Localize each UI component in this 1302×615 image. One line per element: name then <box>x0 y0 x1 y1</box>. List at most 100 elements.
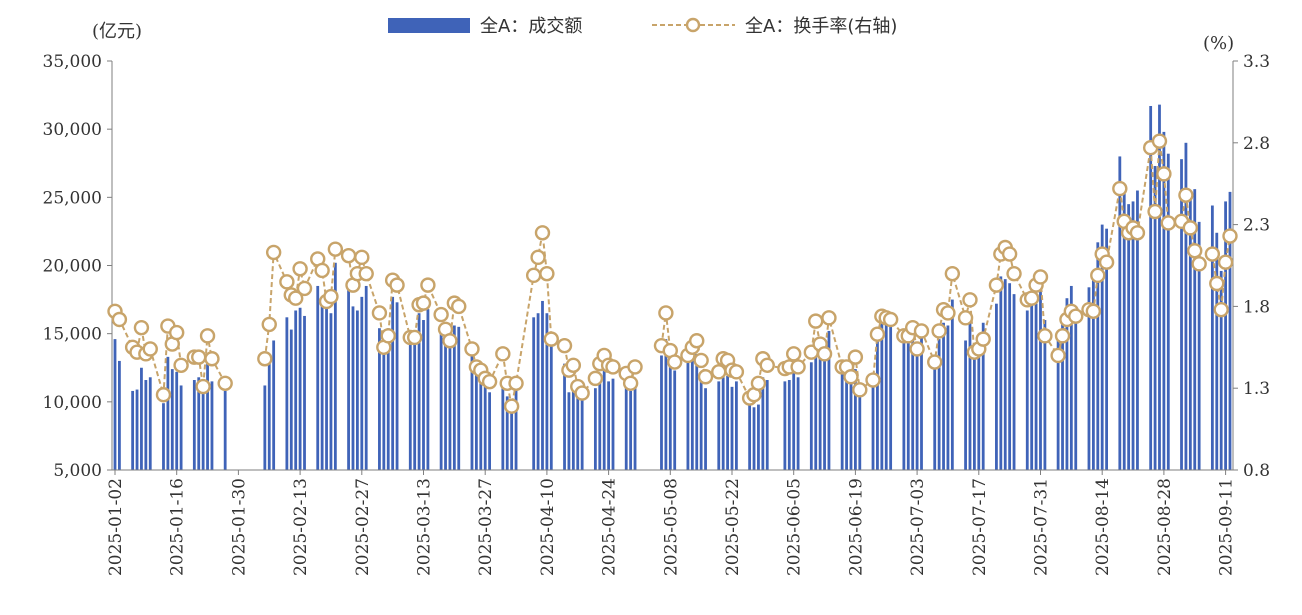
x-axis-tick-label: 2025-01-02 <box>106 478 126 576</box>
turnover-value-bar <box>920 335 923 470</box>
x-axis-tick-label: 2025-07-03 <box>908 478 928 576</box>
turnover-value-bar <box>210 381 214 470</box>
turnover-rate-point <box>882 311 899 328</box>
turnover-value-bar <box>1003 279 1007 470</box>
turnover-value-bar <box>937 339 941 470</box>
turnover-value-bar <box>902 330 906 470</box>
turnover-value-bar <box>355 310 359 470</box>
turnover-value-bar <box>267 356 271 470</box>
turnover-value-bar <box>395 302 399 470</box>
turnover-rate-point <box>689 333 705 349</box>
turnover-rate-point <box>975 331 991 347</box>
turnover-value-bar <box>514 388 518 470</box>
turnover-rate-point <box>1090 267 1106 284</box>
turnover-value-bar <box>505 396 509 470</box>
axes <box>107 60 1238 475</box>
turnover-value-bar <box>968 320 972 470</box>
turnover-rate-point <box>1187 243 1203 259</box>
turnover-rate-point <box>556 337 573 354</box>
turnover-value-bar <box>510 400 514 470</box>
x-axis-tick-label: 2025-06-05 <box>785 478 805 576</box>
turnover-rate-point <box>508 375 524 391</box>
turnover-value-bar <box>201 393 205 470</box>
turnover-value-bar <box>602 370 606 470</box>
turnover-value-bar <box>598 377 602 470</box>
turnover-rate-point <box>265 244 282 261</box>
turnover-value-bar <box>664 339 668 470</box>
turnover-rate-point <box>1068 308 1084 324</box>
turnover-value-bar <box>197 377 201 470</box>
turnover-value-bar <box>118 360 121 470</box>
turnover-value-bar <box>607 381 610 470</box>
turnover-value-bar <box>144 380 148 470</box>
turnover-rate-point <box>1112 180 1128 197</box>
turnover-value-bar <box>690 360 694 470</box>
turnover-rate-point <box>931 323 947 339</box>
turnover-value-bar <box>140 367 143 470</box>
legend-label-turnover-value: 全A：成交额 <box>480 16 582 37</box>
turnover-value-bar <box>408 341 412 470</box>
turnover-rate-point <box>503 398 520 414</box>
left-axis-tick-label: 30,000 <box>43 120 102 140</box>
turnover-value-bar <box>814 340 818 470</box>
x-axis-tick-label: 2025-04-24 <box>600 478 620 576</box>
turnover-rate-point <box>257 351 273 367</box>
turnover-value-bar <box>752 407 756 470</box>
turnover-value-bar <box>809 362 813 470</box>
turnover-value-bar <box>964 340 967 470</box>
right-axis-tick-label: 2.8 <box>1243 134 1270 154</box>
turnover-rate-point <box>1129 225 1146 241</box>
turnover-value-bar <box>668 356 672 470</box>
turnover-rate-point <box>1209 275 1225 292</box>
turnover-value-bar <box>629 390 633 470</box>
turnover-value-bar <box>735 381 738 470</box>
turnover-rate-point <box>627 359 643 375</box>
turnover-rate-point <box>1191 256 1207 272</box>
turnover-value-bar <box>1136 190 1139 470</box>
turnover-value-bar <box>1158 104 1161 470</box>
turnover-value-bar <box>488 392 491 470</box>
turnover-value-bar <box>695 354 699 470</box>
turnover-rate-point <box>1006 265 1022 282</box>
turnover-rate-point <box>314 262 330 279</box>
turnover-value-bar <box>391 296 395 470</box>
turnover-value-bar <box>906 343 910 470</box>
turnover-value-bar <box>792 363 796 470</box>
turnover-value-bar <box>624 384 628 470</box>
turnover-rate-point <box>195 378 211 395</box>
turnover-rate-point <box>199 328 216 344</box>
turnover-rate-point <box>296 280 313 297</box>
turnover-rate-point <box>728 364 745 380</box>
turnover-value-bar <box>818 351 822 470</box>
turnover-rate-point <box>323 288 339 305</box>
turnover-value-bar <box>704 388 707 470</box>
turnover-rate-point <box>327 241 344 257</box>
left-axis-unit: (亿元) <box>92 21 142 42</box>
turnover-rate-point <box>539 265 555 282</box>
turnover-value-bar <box>439 333 443 470</box>
turnover-value-bar <box>796 377 800 470</box>
turnover-value-bar <box>1131 201 1135 471</box>
turnover-value-bar <box>285 317 289 470</box>
turnover-rate-point <box>658 305 674 321</box>
x-axis-tick-label: 2025-08-28 <box>1155 478 1175 576</box>
turnover-rate-point <box>451 298 467 315</box>
right-axis-tick-label: 3.3 <box>1243 52 1270 72</box>
turnover-value-bar <box>532 317 536 470</box>
turnover-value-bar <box>444 341 447 470</box>
turnover-rate-point <box>442 333 458 349</box>
turnover-rate-point <box>587 370 604 387</box>
turnover-value-bar <box>933 366 937 470</box>
turnover-rate-point <box>204 351 220 367</box>
turnover-value-bar <box>1074 306 1078 470</box>
turnover-rate-point <box>133 319 150 336</box>
turnover-value-bar <box>1215 232 1219 470</box>
turnover-value-bar <box>320 302 324 470</box>
turnover-value-bar <box>1228 191 1232 470</box>
turnover-value-bar <box>717 381 721 470</box>
turnover-rate-point <box>1001 246 1018 262</box>
turnover-value-bar <box>333 262 337 470</box>
turnover-value-bar <box>166 356 170 470</box>
turnover-value-bar <box>1122 183 1126 470</box>
turnover-value-bar <box>1188 197 1192 470</box>
